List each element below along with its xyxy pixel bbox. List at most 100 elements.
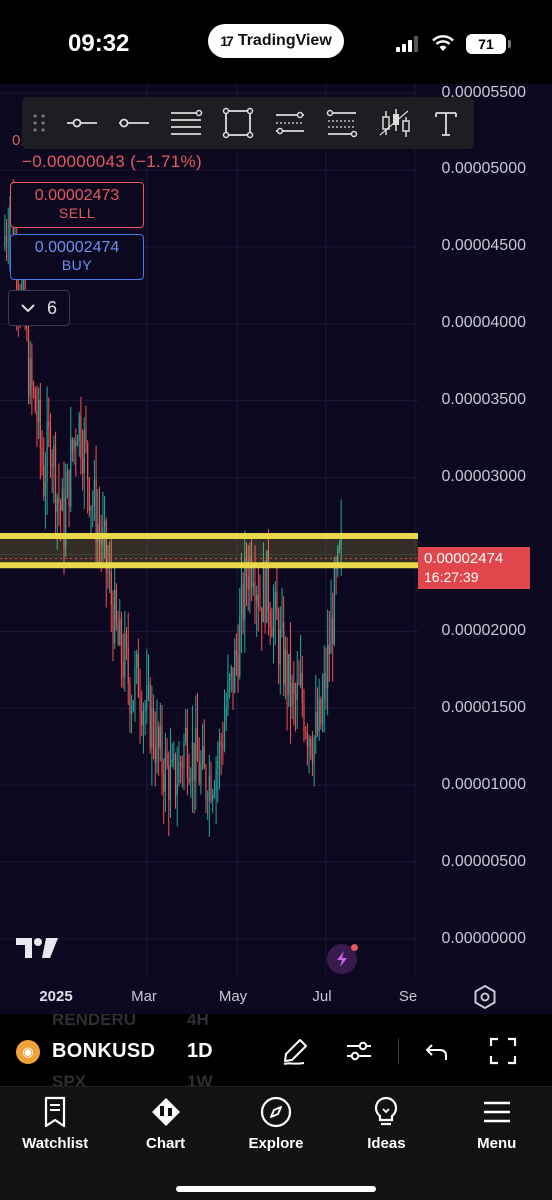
candle-body bbox=[190, 779, 192, 782]
undo-icon[interactable] bbox=[422, 1036, 452, 1066]
candle-body bbox=[193, 742, 195, 782]
candle-body bbox=[223, 722, 226, 749]
candle-body bbox=[78, 415, 80, 442]
candle-body bbox=[4, 235, 6, 247]
app-pill-label: TradingView bbox=[237, 32, 332, 49]
candle-body bbox=[169, 763, 172, 801]
candle-body bbox=[137, 653, 139, 697]
rectangle-icon[interactable] bbox=[212, 97, 264, 149]
candle-body bbox=[296, 683, 298, 701]
candle-body bbox=[39, 399, 41, 448]
symbol-selector[interactable]: BONKUSD bbox=[52, 1040, 156, 1062]
candle-body bbox=[257, 594, 259, 608]
drawing-pen-icon[interactable] bbox=[280, 1036, 310, 1066]
price-tick: 0.00002000 bbox=[441, 622, 526, 639]
candle-body bbox=[31, 358, 33, 386]
tradingview-pill[interactable]: 17 TradingView bbox=[208, 24, 344, 58]
candle-body bbox=[92, 504, 94, 507]
candle-body bbox=[158, 726, 160, 749]
menu-icon bbox=[483, 1101, 510, 1123]
grip-icon[interactable] bbox=[22, 112, 56, 134]
parallel-channel-icon[interactable] bbox=[264, 97, 316, 149]
candle-body bbox=[261, 607, 263, 623]
candle-body bbox=[168, 766, 170, 801]
candle-body bbox=[284, 649, 286, 685]
nav-explore[interactable]: Explore bbox=[221, 1087, 331, 1200]
candle-body bbox=[63, 488, 65, 548]
candle-body bbox=[200, 764, 202, 783]
candle-body bbox=[134, 668, 136, 701]
text-tool-icon[interactable] bbox=[420, 97, 472, 149]
candle-body bbox=[34, 390, 36, 412]
price-tick: 0.00005500 bbox=[441, 84, 526, 101]
sell-label: SELL bbox=[58, 205, 96, 221]
horizontal-line-icon[interactable] bbox=[108, 97, 160, 149]
buy-button[interactable]: 0.00002474 BUY bbox=[10, 234, 144, 280]
buy-label: BUY bbox=[61, 257, 93, 273]
wifi-icon bbox=[432, 35, 454, 51]
candle-body bbox=[181, 764, 183, 768]
candle-body bbox=[208, 775, 210, 801]
candle-body bbox=[46, 422, 48, 482]
nav-menu[interactable]: Menu bbox=[442, 1087, 552, 1200]
candle-body bbox=[120, 618, 123, 663]
lines-icon[interactable] bbox=[160, 97, 212, 149]
candle-body bbox=[149, 685, 151, 749]
candle-body bbox=[60, 503, 62, 511]
chart-settings-icon[interactable] bbox=[472, 984, 498, 1010]
nav-chart[interactable]: Chart bbox=[110, 1087, 220, 1200]
candle-body bbox=[276, 592, 278, 620]
interval-selector[interactable]: 1D bbox=[187, 1040, 213, 1062]
candle-body bbox=[264, 567, 266, 623]
price-tick: 0.00003500 bbox=[441, 391, 526, 408]
price-chart[interactable] bbox=[0, 84, 552, 1014]
fib-retracement-icon[interactable] bbox=[316, 97, 368, 149]
nav-watchlist[interactable]: Watchlist bbox=[0, 1087, 110, 1200]
tradingview-logo-icon: 17 bbox=[220, 33, 234, 49]
candle-body bbox=[173, 754, 175, 760]
candle-body bbox=[44, 481, 46, 496]
candle-body bbox=[75, 439, 77, 447]
zone-fill bbox=[0, 535, 418, 566]
ghost-symbol: RENDERU bbox=[52, 1014, 137, 1029]
nav-label: Ideas bbox=[367, 1135, 406, 1152]
candle-body bbox=[65, 497, 67, 548]
long-short-icon[interactable] bbox=[368, 97, 420, 149]
candle-body bbox=[298, 683, 300, 685]
candle-body bbox=[127, 646, 129, 684]
candle-body bbox=[235, 650, 237, 655]
fullscreen-icon[interactable] bbox=[488, 1036, 518, 1066]
nav-ideas[interactable]: Ideas bbox=[331, 1087, 441, 1200]
candle-body bbox=[151, 708, 153, 749]
clock: 09:32 bbox=[68, 30, 130, 57]
candle-body bbox=[196, 727, 199, 762]
last-price-value: 0.00002474 bbox=[424, 550, 504, 567]
alert-bolt-icon[interactable] bbox=[327, 944, 358, 974]
candle-body bbox=[286, 649, 288, 695]
candle-body bbox=[217, 761, 219, 769]
candle-body bbox=[310, 738, 312, 754]
candle-body bbox=[262, 567, 265, 623]
candle-body bbox=[229, 677, 231, 682]
candle-body bbox=[132, 700, 134, 711]
candle-body bbox=[240, 583, 243, 618]
candle-body bbox=[210, 775, 212, 801]
candle-body bbox=[183, 741, 185, 768]
candle-body bbox=[76, 441, 79, 447]
candle-body bbox=[129, 683, 131, 714]
candle-body bbox=[289, 654, 292, 706]
candle-body bbox=[232, 667, 234, 693]
candle-body bbox=[70, 439, 72, 507]
candle-body bbox=[318, 699, 320, 732]
candle-body bbox=[203, 746, 205, 769]
candle-body bbox=[7, 241, 9, 243]
candle-body bbox=[242, 583, 244, 620]
sell-button[interactable]: 0.00002473 SELL bbox=[10, 182, 144, 228]
candle-body bbox=[174, 754, 177, 796]
indicators-sliders-icon[interactable] bbox=[344, 1036, 374, 1066]
candle-body bbox=[306, 733, 308, 747]
candle-body bbox=[195, 727, 197, 782]
candle-body bbox=[288, 654, 290, 695]
indicators-collapse-button[interactable]: 6 bbox=[8, 290, 70, 326]
horizontal-ray-icon[interactable] bbox=[56, 97, 108, 149]
